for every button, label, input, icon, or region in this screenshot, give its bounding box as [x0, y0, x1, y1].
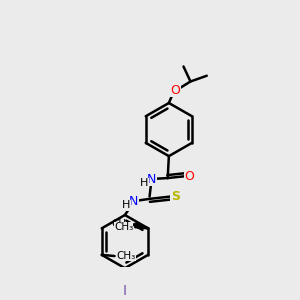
- Text: N: N: [129, 195, 138, 208]
- Text: O: O: [184, 170, 194, 183]
- Text: H: H: [140, 178, 148, 188]
- Text: H: H: [122, 200, 130, 210]
- Text: S: S: [171, 190, 180, 203]
- Text: O: O: [170, 84, 180, 97]
- Text: N: N: [147, 173, 157, 186]
- Text: I: I: [123, 284, 127, 298]
- Text: CH₃: CH₃: [111, 219, 130, 229]
- Text: CH₃: CH₃: [116, 251, 136, 262]
- Text: CH₃: CH₃: [114, 222, 134, 232]
